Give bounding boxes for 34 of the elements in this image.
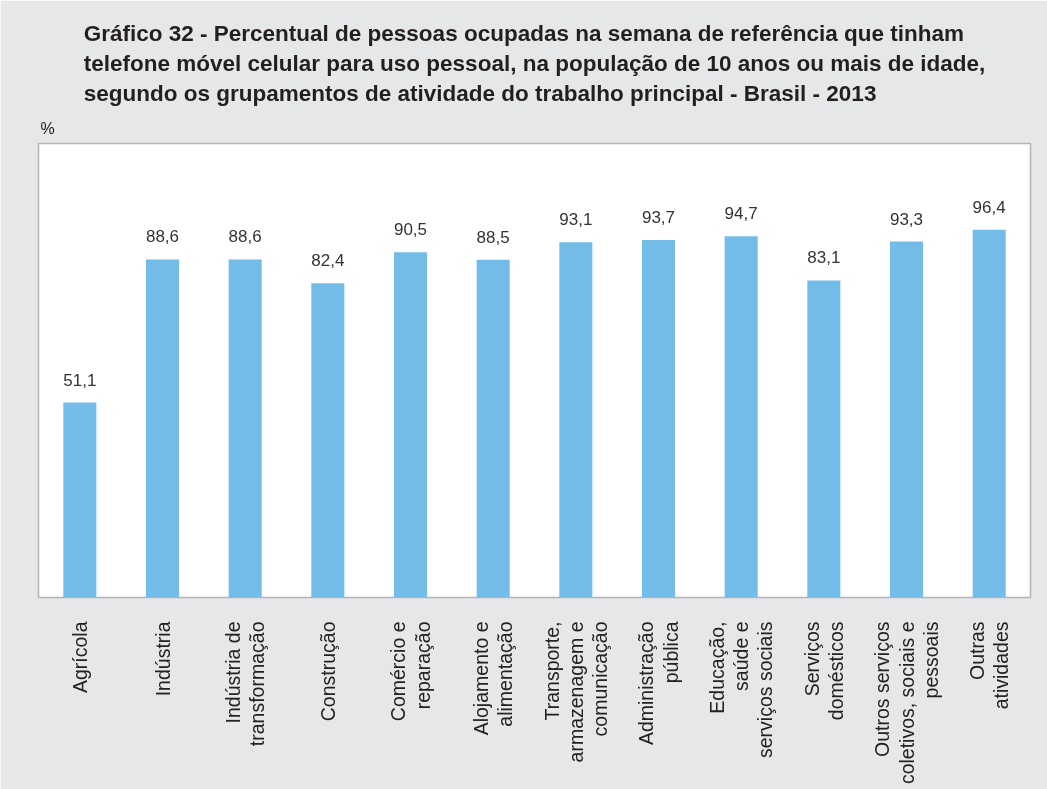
bar bbox=[476, 259, 510, 598]
data-label: 90,5 bbox=[393, 220, 428, 240]
y-axis-title: % bbox=[40, 119, 55, 137]
data-label: 83,1 bbox=[807, 248, 841, 268]
data-label: 51,1 bbox=[63, 370, 97, 390]
bar bbox=[889, 241, 924, 598]
bar bbox=[145, 259, 180, 598]
x-tick-label: Administração pública bbox=[635, 621, 682, 746]
data-label: 93,7 bbox=[641, 208, 676, 228]
x-tick-label: Outros serviços coletivos, sociais e pessoais bbox=[871, 621, 942, 785]
data-label: 82,4 bbox=[311, 251, 345, 271]
data-label: 88,6 bbox=[228, 227, 262, 247]
data-label: 96,4 bbox=[972, 197, 1006, 217]
bar bbox=[311, 283, 345, 598]
x-tick-label: Comércio e reparação bbox=[387, 621, 434, 722]
bar bbox=[393, 252, 428, 598]
bar bbox=[972, 229, 1006, 598]
chart-title: Gráfico 32 - Percentual de pessoas ocupadas na semana de referência que tinham telefone móvel celular para uso pessoal, na população de 10 anos ou mais de idade, segundo os grupamentos de atividade do trabalho principal - Brasil - 2013 bbox=[83, 20, 986, 106]
x-tick-label: Construção bbox=[316, 621, 339, 722]
x-tick-label: Serviços domésticos bbox=[800, 621, 847, 721]
data-label: 93,3 bbox=[889, 209, 924, 229]
x-tick-label: Indústria de transformação bbox=[222, 621, 269, 747]
data-label: 94,7 bbox=[724, 204, 758, 224]
bar bbox=[641, 240, 676, 598]
bar bbox=[724, 236, 758, 598]
data-label: 88,6 bbox=[145, 227, 180, 247]
bar bbox=[228, 259, 262, 598]
data-label: 93,1 bbox=[559, 210, 593, 230]
bar bbox=[807, 280, 841, 598]
bar bbox=[63, 402, 97, 598]
data-label: 88,5 bbox=[476, 227, 510, 247]
x-tick-label: Agrícola bbox=[68, 621, 91, 694]
x-tick-label: Indústria bbox=[151, 621, 174, 697]
bar bbox=[559, 242, 593, 598]
